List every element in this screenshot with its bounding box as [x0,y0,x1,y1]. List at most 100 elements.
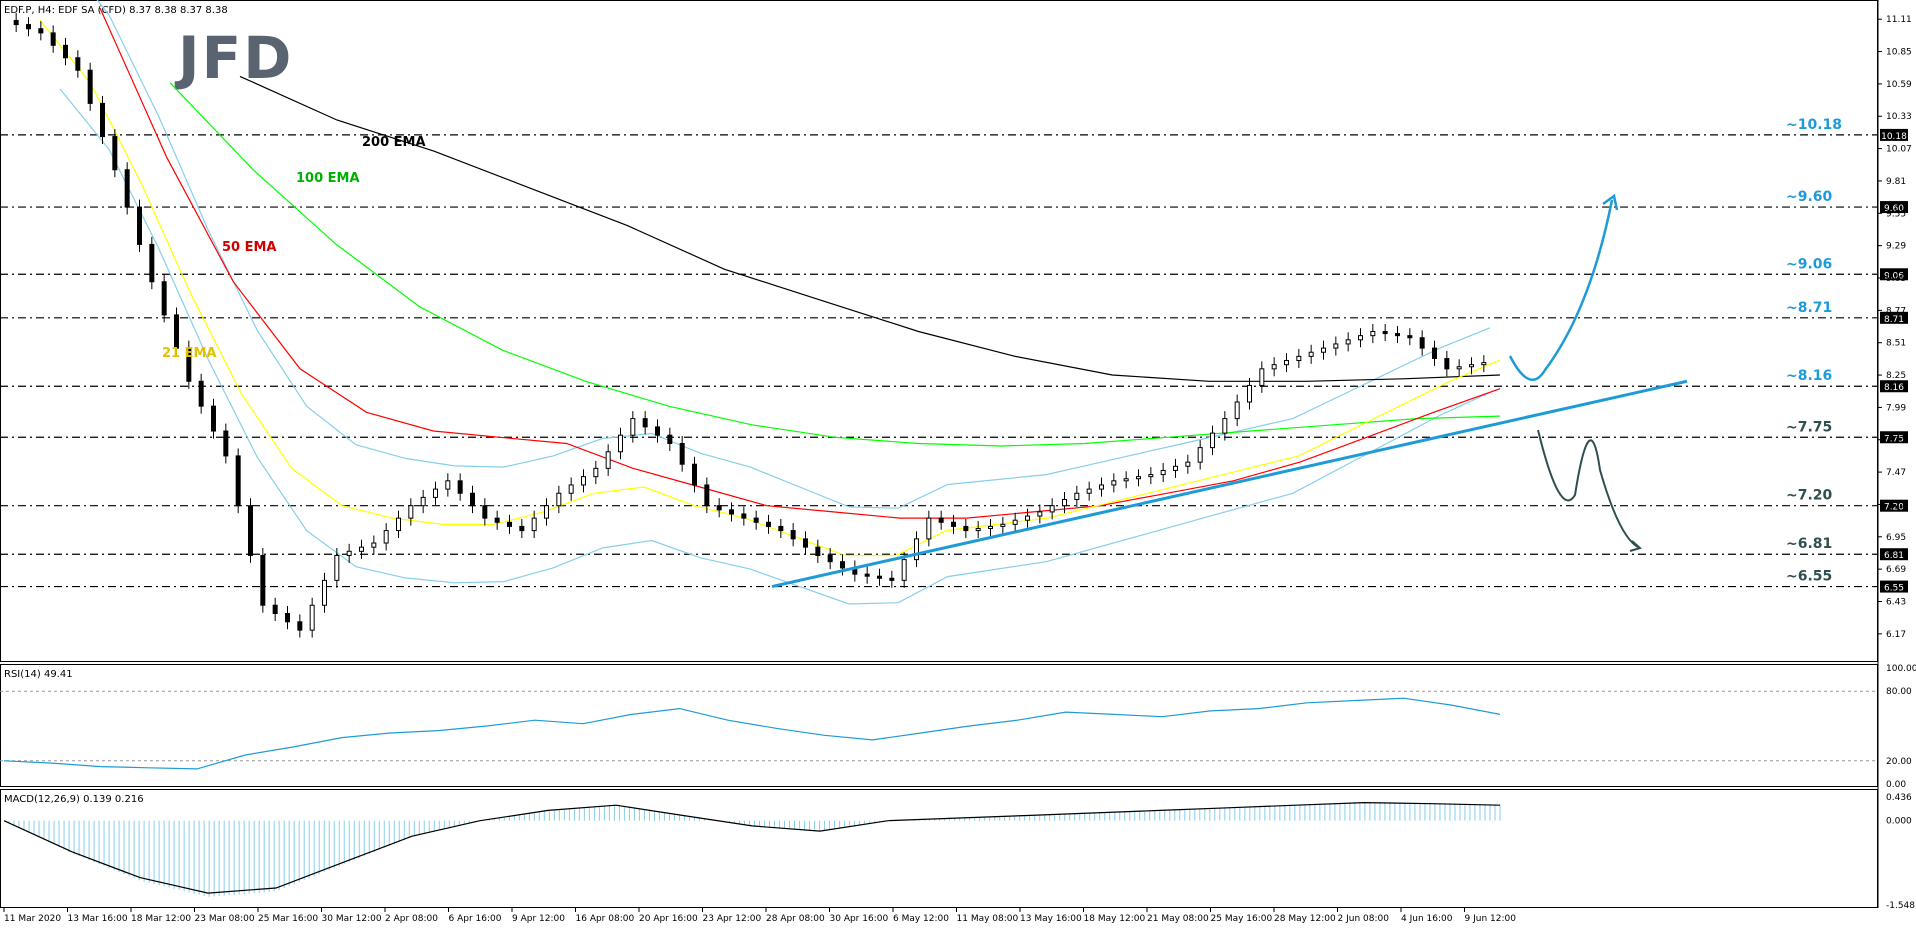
candle-body [544,505,549,519]
bollinger-lower [59,88,1491,605]
price-tick-label: 10.59 [1886,80,1912,90]
price-tick-label: 8.77 [1886,306,1906,316]
candle-body [87,69,93,104]
down-scenario-arrow [1537,429,1641,549]
candle-body [704,484,710,507]
candle-body [1469,364,1474,368]
candle-body [531,517,537,532]
candle-body [1000,523,1006,527]
rsi-tick-label: 0.00 [1886,780,1906,790]
main-panel-border [0,0,1878,662]
candle-body [803,538,808,548]
rsi-line [3,697,1501,770]
candle-body [556,492,562,507]
candle-body [174,314,179,349]
candle-body [877,575,882,579]
candle-body [1086,488,1092,494]
candle-body [963,525,969,532]
candle-body [667,434,673,444]
candle-body [1012,519,1018,525]
candle-body [1407,335,1413,339]
candle-body [445,480,451,490]
rsi-label: RSI(14) 49.41 [4,669,73,680]
ema50-line [99,7,1501,519]
price-tick-label: 6.17 [1886,630,1906,640]
candle-body [1197,447,1203,463]
candle-body [741,513,747,519]
candle-body [716,505,722,511]
time-tick-label: 20 Apr 16:00 [639,914,698,924]
price-tick-label: 8.51 [1886,339,1906,349]
time-tick-label: 21 May 08:00 [1147,914,1209,924]
level-label: ~7.75 [1786,419,1832,435]
time-tick-label: 23 Mar 08:00 [195,914,255,924]
candle-body [507,521,512,527]
level-label: ~6.55 [1786,569,1832,585]
candles [13,12,1487,638]
candle-body [420,496,426,507]
ema200-label: 200 EMA [362,135,426,150]
candle-body [100,102,105,138]
time-tick-label: 2 Apr 08:00 [385,914,438,924]
horizontal-levels [0,134,1878,588]
level-price-tag [1880,380,1908,393]
candle-body [642,418,648,428]
ema200-line [239,75,1501,382]
candle-body [1481,362,1487,366]
rsi-panel: 100.00 80.00 20.00 0.00 [0,664,1916,790]
candle-body [778,525,784,532]
candle-body [359,546,364,552]
macd-label: MACD(12,26,9) 0.139 0.216 [4,794,144,805]
candle-body [223,430,229,457]
ema-labels: 200 EMA 100 EMA 50 EMA 21 EMA [162,135,426,361]
candle-body [655,426,660,436]
candle-body [457,480,463,494]
time-tick-label: 18 Mar 12:00 [131,914,191,924]
candle-body [766,521,771,527]
candle-body [889,577,895,581]
candle-body [198,380,204,407]
candle-body [63,44,68,59]
level-label: ~7.20 [1786,488,1833,504]
macd-panel: 0.436 0.000 -1.548 [3,793,1915,911]
price-tick-label: 9.29 [1886,242,1906,252]
ema21-line [39,20,1501,557]
time-tick-label: 13 May 16:00 [1020,914,1082,924]
ema-lines [39,7,1501,557]
candle-body [26,24,31,30]
candle-body [1049,505,1055,513]
candle-body [1259,368,1265,386]
time-tick-label: 9 Jun 12:00 [1465,914,1517,924]
level-price-tag-text: 9.06 [1884,271,1904,281]
price-tick-label: 11.11 [1886,15,1912,25]
candle-body [1173,465,1178,471]
time-tick-label: 6 Apr 16:00 [449,914,502,924]
level-price-tag-text: 9.60 [1884,204,1904,214]
candle-body [285,613,290,623]
price-tick-label: 9.55 [1886,209,1906,219]
scenario-arrows [1508,193,1643,552]
level-price-tag-text: 6.55 [1884,584,1904,594]
candle-body [1271,364,1277,370]
level-label: ~10.18 [1786,117,1842,133]
price-tick-label: 7.73 [1886,436,1906,446]
ema100-line [169,82,1501,447]
candle-body [1395,333,1400,337]
candle-body [322,579,327,606]
rsi-tick-label: 80.00 [1886,687,1912,697]
candle-body [124,169,130,208]
candle-body [568,484,574,494]
time-tick-label: 16 Apr 08:00 [576,914,635,924]
time-tick-label: 25 Mar 16:00 [258,914,318,924]
candle-body [371,542,377,548]
time-tick-label: 11 Mar 2020 [4,914,61,924]
candle-body [901,559,907,581]
candle-body [346,550,352,556]
candle-body [1062,498,1067,507]
candle-body [161,281,167,316]
price-tick-label: 9.81 [1886,177,1906,187]
level-label: ~8.16 [1786,368,1832,384]
candle-body [211,405,216,432]
level-price-tag [1880,201,1908,214]
